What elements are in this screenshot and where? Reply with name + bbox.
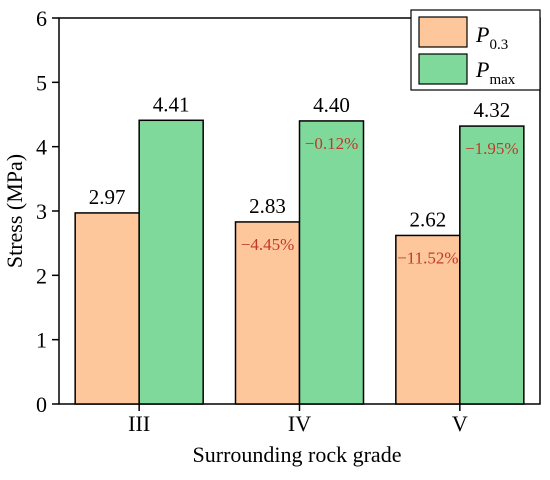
y-tick-label: 5 (36, 70, 47, 95)
legend-swatch-pmax (418, 53, 468, 85)
data-label: 2.62 (409, 207, 446, 231)
percent-change-label: −11.52% (397, 248, 458, 267)
data-label: 4.40 (313, 93, 350, 117)
y-axis-title: Stress (MPa) (2, 154, 27, 268)
percent-change-label: −1.95% (465, 139, 519, 158)
bar-marks (74, 119, 525, 405)
bar-pmax-IV (298, 120, 365, 405)
bar-p03-IV (234, 221, 301, 405)
x-tick-label: V (452, 411, 468, 436)
y-tick-label: 1 (36, 328, 47, 353)
legend-label-p03: P0.3 (475, 22, 508, 53)
y-axis-ticks: 0 1 2 3 4 5 6 (36, 6, 59, 417)
legend-label-p03-main: P (475, 22, 489, 47)
x-axis-title: Surrounding rock grade (193, 442, 402, 467)
y-tick-label: 2 (36, 263, 47, 288)
legend-label-pmax: Pmax (475, 57, 516, 88)
bar-pmax-V (459, 125, 525, 405)
y-tick-label: 4 (36, 135, 47, 160)
data-label: 4.41 (153, 92, 190, 116)
percent-change-label: −0.12% (305, 134, 359, 153)
data-label: 2.97 (89, 185, 126, 209)
legend-label-p03-sub: 0.3 (489, 37, 508, 53)
x-tick-label: IV (288, 411, 311, 436)
value-labels: 2.97 4.41 2.83 4.40 2.62 4.32 (89, 92, 510, 231)
data-label: 4.32 (473, 98, 510, 122)
percent-change-label: −4.45% (241, 235, 295, 254)
legend: P0.3 Pmax (410, 9, 541, 91)
y-tick-label: 3 (36, 199, 47, 224)
y-tick-label: 0 (36, 392, 47, 417)
legend-label-pmax-sub: max (489, 72, 515, 88)
data-label: 2.83 (249, 194, 286, 218)
legend-swatch-p03 (418, 16, 468, 48)
bar-pmax-III (138, 119, 204, 405)
x-tick-label: III (128, 411, 150, 436)
y-tick-label: 6 (36, 6, 47, 31)
legend-label-pmax-main: P (475, 57, 489, 82)
bar-p03-III (74, 212, 140, 405)
percent-change-labels: −4.45% −0.12% −11.52% −1.95% (241, 134, 519, 268)
x-axis-ticks: III IV V (128, 404, 468, 436)
bar-p03-V (395, 234, 461, 405)
